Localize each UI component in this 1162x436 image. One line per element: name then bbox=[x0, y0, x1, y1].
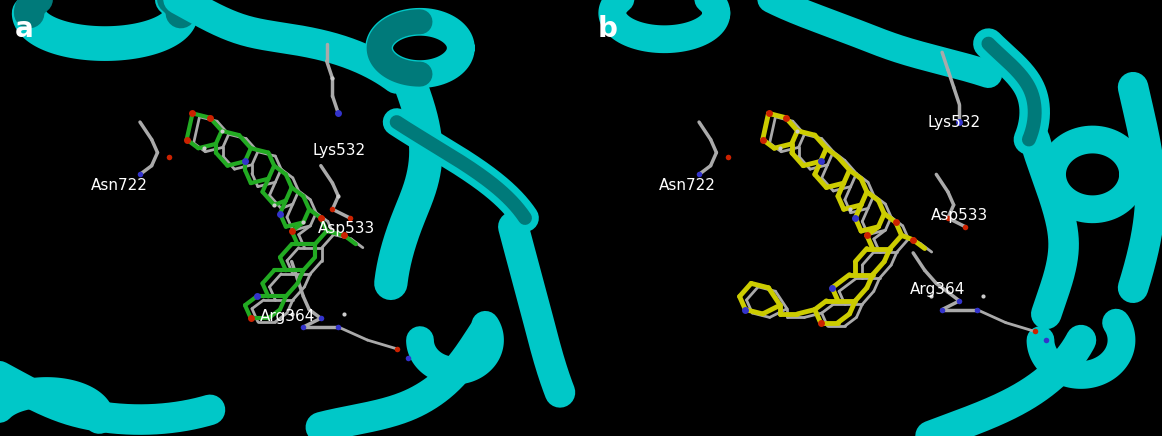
Text: Asn722: Asn722 bbox=[91, 178, 148, 193]
Text: Lys532: Lys532 bbox=[313, 143, 365, 158]
Text: Asn722: Asn722 bbox=[659, 178, 716, 193]
Text: Arg364: Arg364 bbox=[259, 309, 315, 324]
Text: Asp533: Asp533 bbox=[318, 221, 375, 236]
Text: Lys532: Lys532 bbox=[927, 115, 981, 129]
Text: b: b bbox=[597, 15, 618, 43]
Text: a: a bbox=[15, 15, 34, 43]
Text: Asp533: Asp533 bbox=[931, 208, 988, 223]
Text: Arg364: Arg364 bbox=[910, 283, 966, 297]
